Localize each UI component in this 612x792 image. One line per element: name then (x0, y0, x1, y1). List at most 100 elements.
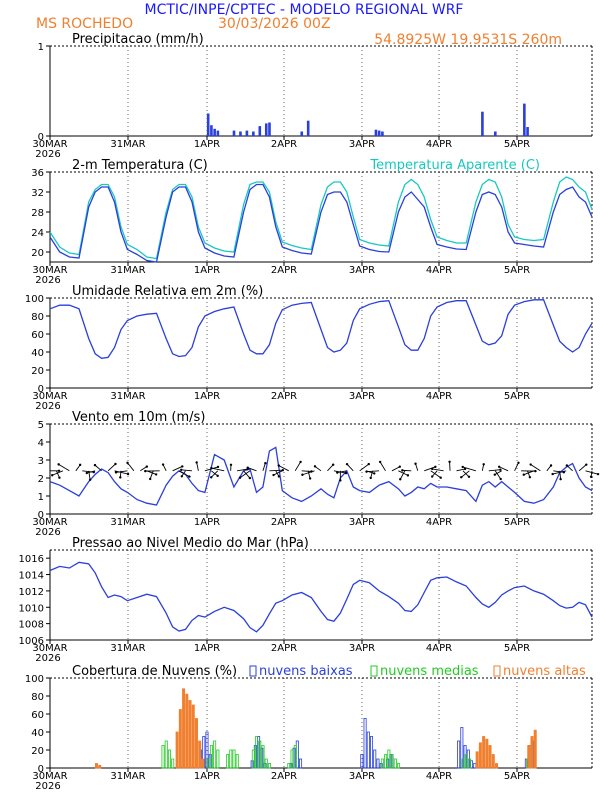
cloud-bar-1 (164, 740, 168, 769)
clouds-title: Cobertura de Nuvens (%) (72, 664, 237, 679)
temp-x-tick-label: 2APR (271, 265, 297, 276)
wind-arrow-head (336, 471, 339, 474)
wind-arrow-head (313, 465, 317, 468)
wind-arrow-head (57, 463, 60, 466)
precip-bar (494, 131, 497, 136)
wind-arrow (456, 468, 466, 472)
wind-arrow-head (126, 461, 129, 465)
main-title: MCTIC/INPE/CPTEC - MODELO REGIONAL WRF (145, 2, 464, 18)
wind-arrow (337, 470, 347, 474)
wind-arrow-head (57, 469, 61, 472)
precip-bar (258, 126, 262, 136)
cloud-legend-swatch (249, 665, 257, 677)
wind-arrow (359, 463, 370, 472)
pressure-x-tick-label: 3APR (349, 643, 375, 654)
cloud-bar-1 (267, 763, 271, 769)
precip-bar (245, 130, 249, 136)
cloud-bar-0 (373, 749, 377, 769)
cloud-bar-2 (527, 745, 531, 769)
wind-arrow (314, 465, 322, 472)
wind-arrow (494, 470, 502, 476)
cloud-bar-2 (182, 688, 186, 769)
wind-arrow-head (145, 465, 149, 468)
wind-arrow-head (549, 464, 553, 467)
cloud-bar-1 (216, 749, 220, 769)
run-date-label: 30/03/2026 00Z (218, 16, 331, 32)
precip-year-label: 2026 (35, 149, 60, 160)
precip-x-tick-label: 3APR (349, 139, 375, 150)
cloud-bar-0 (363, 718, 367, 769)
wind-arrow (178, 470, 190, 477)
rh-x-tick-label: 3APR (349, 391, 375, 402)
cloud-bar-2 (191, 704, 195, 769)
wind-arrow-head (339, 479, 342, 482)
wind-arrow (498, 466, 509, 472)
wind-arrow (140, 466, 148, 472)
cloud-bar-1 (390, 754, 394, 769)
wind-arrow-head (482, 463, 485, 466)
wind-arrow-head (398, 465, 401, 468)
wind-arrow (370, 470, 374, 479)
wind-arrow (391, 466, 400, 472)
wind-x-tick-label: 3APR (349, 517, 375, 528)
clouds-x-tick-label: 30MAR (32, 771, 67, 782)
precip-bar (213, 128, 216, 136)
wind-arrow-head (369, 476, 372, 480)
wind-arrow-head (88, 478, 92, 481)
cloud-bar-2 (530, 736, 534, 769)
precip-bar (300, 131, 304, 136)
wind-arrow (294, 461, 301, 472)
wind-arrow (399, 470, 406, 480)
wind-arrow (327, 464, 334, 472)
wind-y-tick-label: 5 (38, 420, 44, 431)
wind-arrow-head (467, 475, 471, 478)
cloud-bar-1 (384, 754, 388, 769)
rh-x-tick-label: 30MAR (32, 391, 67, 402)
wind-arrow (262, 463, 266, 471)
cloud-bar-1 (213, 740, 217, 769)
wind-x-tick-label: 1APR (194, 517, 220, 528)
cloud-bar-2 (495, 763, 499, 769)
precip-y-tick-label: 0 (38, 132, 44, 143)
temp-y-tick-label: 24 (31, 228, 44, 239)
wind-arrow-head (439, 476, 442, 479)
wind-arrow-head (180, 475, 184, 478)
pressure-y-tick-label: 1016 (19, 554, 44, 565)
precip-x-tick-label: 4APR (426, 139, 452, 150)
wind-arrow-head (216, 465, 220, 469)
wind-arrow-head (345, 462, 349, 466)
wind-year-label: 2026 (35, 527, 60, 538)
temp-title: 2-m Temperatura (C) (72, 158, 208, 173)
wind-arrow (237, 468, 248, 472)
wind-arrow-head (367, 462, 370, 466)
wind-arrow-head (559, 477, 562, 481)
wind-arrow-head (399, 478, 402, 481)
precip-y-tick-label: 1 (38, 42, 44, 53)
precip-bar (374, 129, 378, 136)
temp-x-tick-label: 5APR (504, 265, 530, 276)
wind-arrow (566, 465, 573, 472)
cloud-bar-0 (366, 731, 370, 769)
location-label: MS ROCHEDO (36, 16, 133, 32)
wind-arrow-head (51, 474, 54, 477)
wind-arrow-head (551, 472, 554, 476)
wind-arrow-head (277, 464, 281, 467)
wind-arrow (415, 463, 419, 471)
pressure-y-tick-label: 1014 (19, 571, 44, 582)
cloud-bar-2 (475, 751, 479, 769)
wind-arrow (114, 470, 129, 475)
wind-y-tick-label: 4 (38, 438, 44, 449)
wind-arrow-head (529, 463, 532, 466)
cloud-bar-1 (397, 763, 401, 769)
cloud-legend-swatch (370, 665, 378, 677)
pressure-y-tick-label: 1008 (19, 620, 44, 631)
pressure-x-tick-label: 2APR (271, 643, 297, 654)
clouds-y-tick-label: 100 (25, 674, 44, 685)
cloud-bar-2 (478, 742, 482, 769)
clouds-x-tick-label: 4APR (426, 771, 452, 782)
wind-arrow (52, 470, 64, 476)
wind-arrow-head (114, 462, 117, 466)
cloud-bar-0 (457, 740, 461, 769)
wind-arrow (379, 461, 386, 472)
wind-arrow-head (589, 475, 593, 478)
